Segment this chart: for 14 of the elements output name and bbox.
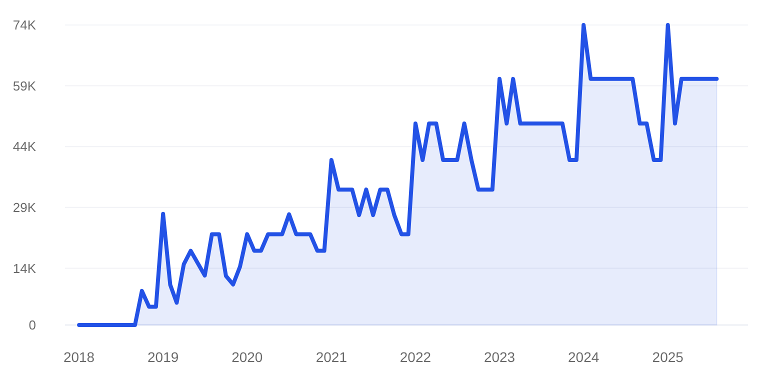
y-tick-label: 74K [12, 18, 36, 33]
y-tick-label: 44K [12, 139, 36, 154]
x-tick-label: 2018 [63, 349, 95, 365]
x-tick-label: 2022 [400, 349, 432, 365]
x-tick-label: 2019 [148, 349, 179, 365]
y-tick-label: 59K [12, 78, 36, 94]
x-tick-label: 2020 [232, 349, 263, 365]
x-tick-label: 2025 [652, 349, 684, 365]
x-tick-label: 2021 [316, 349, 348, 365]
y-tick-label: 29K [12, 200, 36, 215]
y-tick-label: 14K [12, 260, 36, 276]
x-tick-label: 2024 [568, 349, 600, 365]
x-tick-label: 2023 [484, 349, 516, 365]
y-tick-label: 0 [28, 318, 36, 333]
